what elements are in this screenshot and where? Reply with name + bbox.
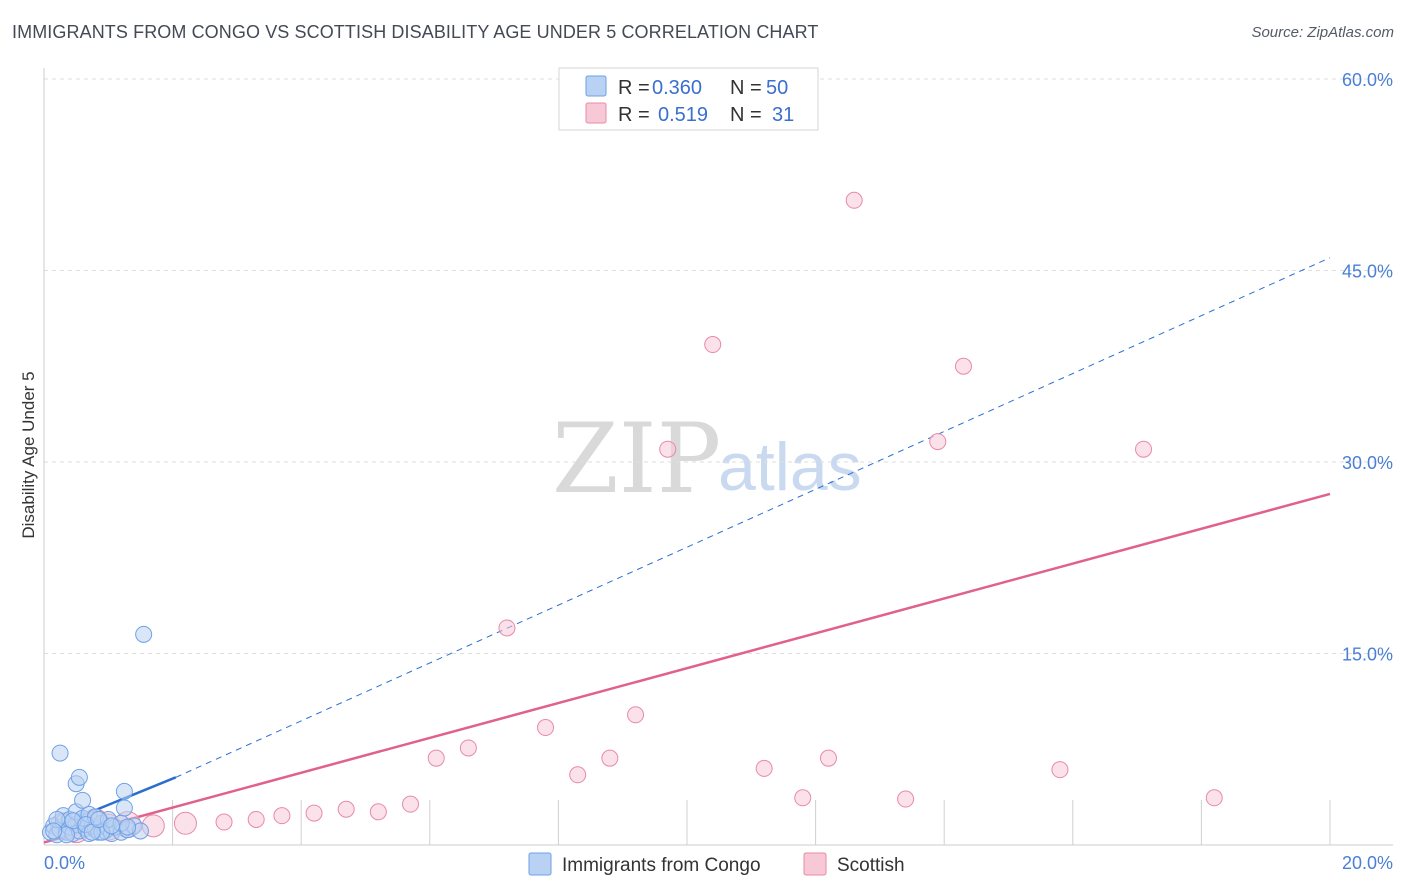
y-tick-label-0: 15.0% — [1342, 645, 1393, 665]
scottish-point-10 — [305, 804, 323, 822]
congo-trend-extension — [175, 257, 1331, 778]
y-tick-label-1: 30.0% — [1342, 453, 1393, 473]
legend-r-label-congo: R = — [618, 77, 650, 99]
scottish-point-32 — [1205, 789, 1223, 807]
legend-n-label-scottish: N = — [730, 104, 762, 126]
scottish-point-27 — [897, 790, 915, 808]
legend-n-label-congo: N = — [730, 77, 762, 99]
scottish-point-22 — [704, 336, 722, 354]
congo-point-42 — [119, 818, 137, 836]
trend-lines — [43, 257, 1331, 844]
scottish-point-13 — [402, 795, 420, 813]
congo-point-41 — [135, 625, 153, 643]
gridlines — [44, 78, 1393, 845]
scottish-point-9 — [273, 807, 291, 825]
scottish-point-24 — [794, 789, 812, 807]
scottish-point-12 — [369, 803, 387, 821]
congo-points — [41, 625, 153, 844]
legend-n-value-scottish: 31 — [772, 104, 794, 126]
congo-point-45 — [45, 822, 63, 840]
scottish-point-23 — [755, 759, 773, 777]
source-note: Source: ZipAtlas.com — [1251, 24, 1394, 41]
scottish-point-21 — [659, 440, 677, 458]
scottish-point-28 — [929, 433, 947, 451]
watermark-zip: ZIP — [552, 403, 721, 515]
scottish-point-20 — [627, 706, 645, 724]
y-axis-label: Disability Age Under 5 — [19, 371, 38, 538]
y-tick-label-3: 60.0% — [1342, 70, 1393, 90]
scottish-point-8 — [247, 810, 265, 828]
congo-point-49 — [103, 817, 121, 835]
legend-r-label-scottish: R = — [618, 104, 650, 126]
watermark-atlas: atlas — [718, 429, 862, 505]
scottish-point-19 — [601, 749, 619, 767]
congo-point-35 — [51, 744, 69, 762]
scottish-point-17 — [537, 719, 555, 737]
axes — [43, 68, 1393, 846]
scottish-point-31 — [1135, 440, 1153, 458]
series-legend: Immigrants from Congo Scottish — [528, 852, 905, 876]
scottish-point-6 — [173, 811, 197, 835]
x-tick-label-0: 0.0% — [44, 853, 85, 873]
bottom-legend-scottish: Scottish — [837, 855, 905, 876]
congo-point-37 — [70, 768, 88, 786]
scottish-point-7 — [215, 813, 233, 831]
congo-point-39 — [115, 782, 133, 800]
legend-r-value-congo: 0.360 — [652, 77, 702, 99]
bottom-legend-congo: Immigrants from Congo — [562, 855, 761, 876]
bottom-legend-swatch-congo — [528, 852, 552, 876]
scottish-point-18 — [569, 766, 587, 784]
x-tick-label-1: 20.0% — [1342, 853, 1393, 873]
legend-swatch-scottish — [585, 102, 607, 124]
y-tick-label-2: 45.0% — [1342, 262, 1393, 282]
congo-point-38 — [74, 791, 92, 809]
scottish-point-25 — [819, 749, 837, 767]
scottish-point-15 — [459, 739, 477, 757]
bottom-legend-swatch-scottish — [803, 852, 827, 876]
legend-r-value-scottish: 0.519 — [658, 104, 708, 126]
scottish-point-26 — [845, 191, 863, 209]
legend-swatch-congo — [585, 75, 607, 97]
congo-point-40 — [115, 799, 133, 817]
scottish-point-14 — [427, 749, 445, 767]
scottish-point-30 — [1051, 761, 1069, 779]
tick-labels: 15.0% 30.0% 45.0% 60.0% 0.0% 20.0% — [44, 70, 1393, 873]
legend-n-value-congo: 50 — [766, 77, 788, 99]
chart-title: IMMIGRANTS FROM CONGO VS SCOTTISH DISABI… — [12, 22, 819, 42]
stats-legend: R = 0.360 N = 50 R = 0.519 N = 31 — [558, 67, 819, 131]
scottish-trend-line — [43, 492, 1331, 844]
scottish-point-29 — [954, 357, 972, 375]
scottish-point-11 — [337, 800, 355, 818]
scottish-points — [49, 191, 1223, 844]
scottish-point-16 — [498, 619, 516, 637]
